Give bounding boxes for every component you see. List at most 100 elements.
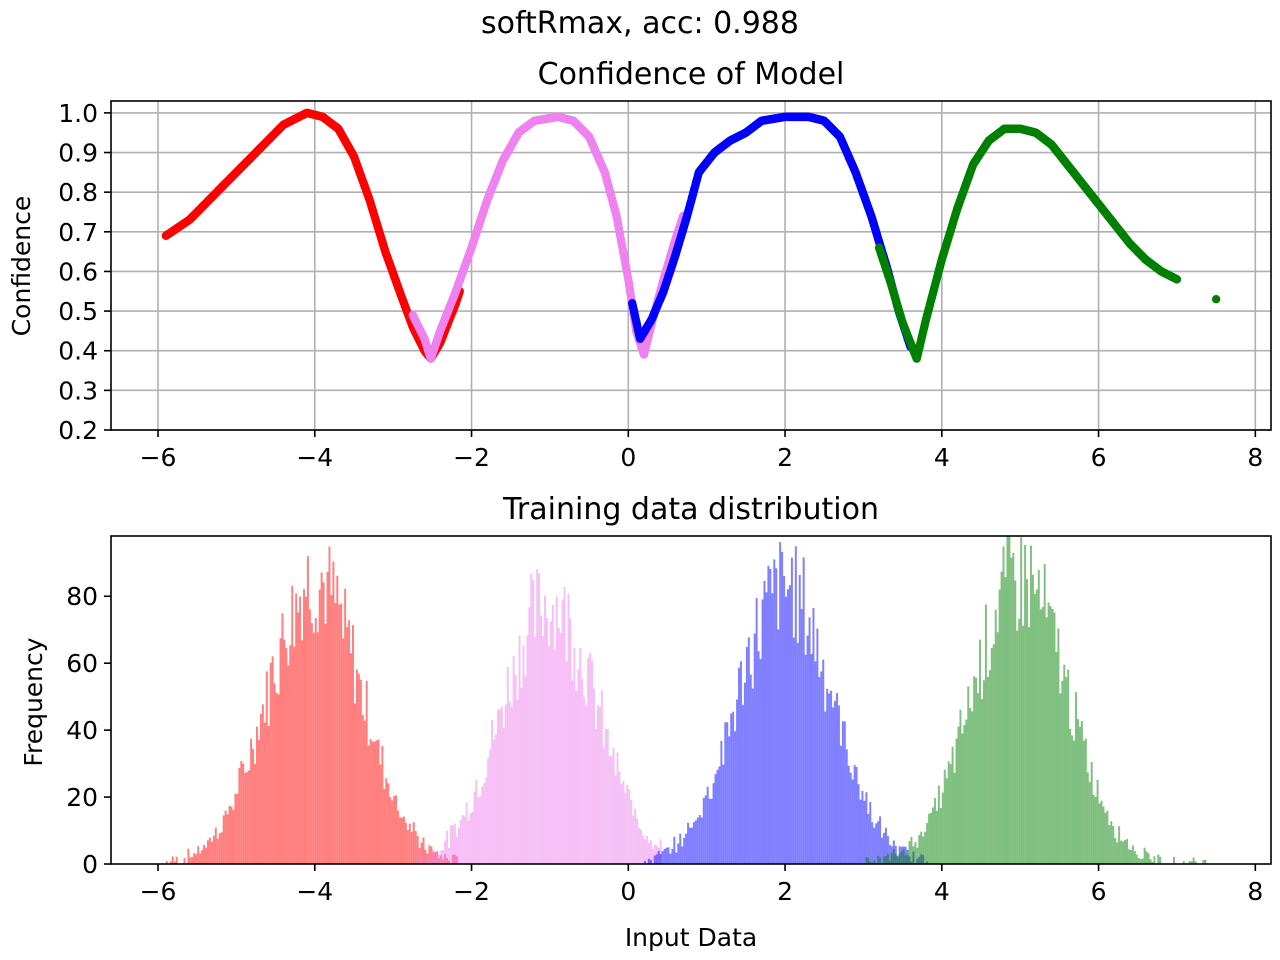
hist-bar bbox=[567, 593, 570, 864]
hist-bar bbox=[393, 795, 396, 864]
hist-bar bbox=[971, 711, 974, 864]
hist-bar bbox=[847, 765, 850, 864]
hist-bar bbox=[381, 745, 384, 864]
hist-bar bbox=[1094, 796, 1097, 864]
hist-bar bbox=[520, 687, 523, 864]
hist-bar bbox=[665, 847, 668, 864]
hist-bar bbox=[1071, 735, 1074, 864]
hist-bar bbox=[261, 704, 264, 864]
hist-bar bbox=[873, 827, 876, 864]
hist-bar bbox=[342, 638, 345, 864]
hist-bar bbox=[367, 745, 370, 864]
x-tick: 2 bbox=[777, 430, 793, 472]
hist-bar bbox=[935, 810, 938, 864]
hist-bar bbox=[1031, 574, 1034, 864]
hist-bar bbox=[432, 849, 435, 864]
hist-bar bbox=[577, 669, 580, 864]
hist-bar bbox=[493, 739, 496, 864]
hist-bar bbox=[540, 615, 543, 864]
hist-bar bbox=[420, 855, 423, 864]
hist-bar bbox=[189, 857, 192, 864]
hist-bar bbox=[257, 739, 260, 864]
hist-bar bbox=[655, 854, 658, 864]
hist-bar bbox=[1012, 552, 1015, 864]
hist-class0 bbox=[165, 546, 458, 864]
hist-bar bbox=[328, 546, 331, 864]
hist-bar bbox=[573, 648, 576, 864]
hist-bar bbox=[814, 661, 817, 864]
hist-bar bbox=[334, 603, 337, 864]
hist-bar bbox=[187, 848, 190, 864]
hist-bar bbox=[718, 766, 721, 864]
hist-bar bbox=[205, 847, 208, 864]
hist-bar bbox=[998, 589, 1001, 864]
hist-bar bbox=[632, 815, 635, 864]
x-tick: 6 bbox=[1091, 430, 1107, 472]
hist-bar bbox=[886, 853, 889, 864]
hist-bar bbox=[412, 822, 415, 864]
hist-bar bbox=[988, 670, 991, 864]
hist-bar bbox=[638, 827, 641, 864]
hist-bar bbox=[442, 850, 445, 864]
hist-bar bbox=[583, 696, 586, 864]
x-tick: 4 bbox=[934, 864, 950, 906]
hist-bar bbox=[385, 778, 388, 864]
hist-bar bbox=[563, 586, 566, 864]
hist-bar bbox=[191, 856, 194, 864]
hist-bar bbox=[949, 763, 952, 864]
y-tick: 0.3 bbox=[58, 376, 111, 405]
hist-bar bbox=[812, 607, 815, 864]
x-tick: −6 bbox=[140, 430, 176, 472]
hist-bar bbox=[708, 798, 711, 864]
hist-bar bbox=[816, 628, 819, 864]
hist-bar bbox=[959, 709, 962, 864]
hist-bar bbox=[1204, 859, 1207, 864]
hist-bar bbox=[375, 740, 378, 864]
hist-bar bbox=[912, 846, 915, 864]
histogram-y-axis: 0 20 40 60 80 bbox=[66, 582, 111, 879]
hist-bar bbox=[834, 701, 836, 864]
y-tick: 0.2 bbox=[58, 416, 111, 445]
hist-bar bbox=[581, 678, 584, 864]
hist-bar bbox=[506, 667, 509, 864]
hist-bar bbox=[689, 827, 691, 864]
hist-bar bbox=[726, 722, 729, 864]
hist-bar bbox=[1127, 849, 1130, 864]
x-tick: 8 bbox=[1247, 864, 1263, 906]
hist-bar bbox=[551, 604, 554, 864]
y-tick: 0.4 bbox=[58, 337, 111, 366]
hist-bar bbox=[1063, 664, 1066, 864]
series-class2 bbox=[628, 112, 923, 355]
hist-bar bbox=[197, 846, 200, 864]
hist-bar bbox=[941, 792, 944, 864]
hist-bar bbox=[246, 771, 249, 864]
hist-bar bbox=[845, 749, 848, 864]
hist-bar bbox=[649, 840, 652, 864]
y-tick: 80 bbox=[66, 582, 111, 611]
hist-bar bbox=[634, 808, 637, 864]
hist-bar bbox=[510, 706, 513, 864]
hist-bar bbox=[614, 775, 617, 864]
hist-bar bbox=[1139, 859, 1142, 864]
hist-bar bbox=[363, 720, 366, 864]
hist-bar bbox=[175, 856, 178, 864]
hist-bar bbox=[418, 852, 421, 864]
y-tick: 40 bbox=[66, 716, 111, 745]
hist-bar bbox=[1016, 630, 1019, 864]
hist-bar bbox=[401, 817, 403, 864]
hist-bar bbox=[1059, 693, 1062, 864]
y-tick: 0.6 bbox=[58, 257, 111, 286]
hist-bar bbox=[679, 833, 682, 864]
x-tick-label: 8 bbox=[1247, 877, 1263, 906]
hist-bar bbox=[1110, 821, 1113, 864]
hist-bar bbox=[663, 848, 666, 864]
y-tick: 0.5 bbox=[58, 297, 111, 326]
hist-bar bbox=[673, 836, 676, 864]
hist-bar bbox=[301, 640, 304, 864]
hist-bar bbox=[252, 748, 255, 864]
y-tick: 20 bbox=[66, 783, 111, 812]
hist-bar bbox=[295, 593, 298, 864]
hist-bar bbox=[963, 724, 966, 864]
hist-bar bbox=[220, 832, 223, 864]
hist-bar bbox=[700, 817, 703, 864]
